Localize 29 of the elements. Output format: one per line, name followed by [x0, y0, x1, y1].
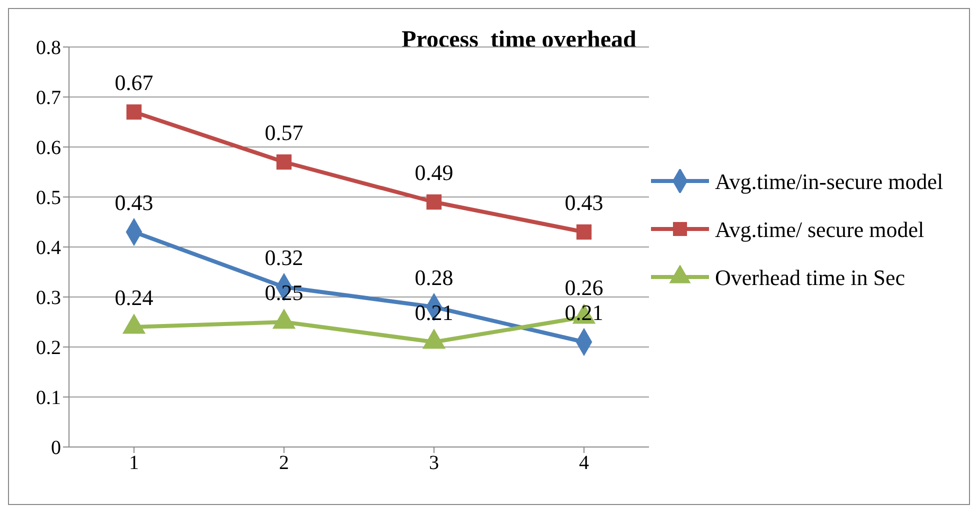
point	[576, 224, 592, 240]
x-tick-label: 1	[129, 452, 139, 474]
data-label: 0.43	[564, 190, 604, 215]
y-tick-label: 0.3	[36, 287, 61, 310]
legend-label: Avg.time/ secure model	[715, 217, 924, 243]
y-tick-label: 0.6	[36, 137, 61, 160]
data-label: 0.26	[564, 275, 604, 300]
y-tick-label: 0.2	[36, 337, 61, 360]
data-label: 0.67	[114, 70, 154, 95]
data-label: 0.32	[264, 245, 304, 270]
y-tick-label: 0.5	[36, 187, 61, 210]
data-label: 0.28	[414, 265, 454, 290]
x-tick-label: 3	[429, 452, 439, 474]
y-tick-label: 0.1	[36, 387, 61, 410]
point	[126, 104, 142, 120]
x-tick-label: 4	[579, 452, 589, 474]
data-label: 0.24	[114, 285, 154, 310]
data-label: 0.49	[414, 160, 454, 185]
y-tick-label: 0.4	[36, 237, 61, 260]
legend-label: Avg.time/in-secure model	[715, 169, 944, 195]
data-label: 0.43	[114, 190, 154, 215]
x-tick-label: 2	[279, 452, 289, 474]
y-tick-label: 0.8	[36, 37, 61, 60]
legend-label: Overhead time in Sec	[715, 265, 905, 291]
point	[276, 154, 292, 170]
y-tick-label: 0.7	[36, 87, 61, 110]
point	[426, 194, 442, 210]
y-tick-label: 0	[51, 437, 61, 460]
data-label: 0.57	[264, 120, 304, 145]
